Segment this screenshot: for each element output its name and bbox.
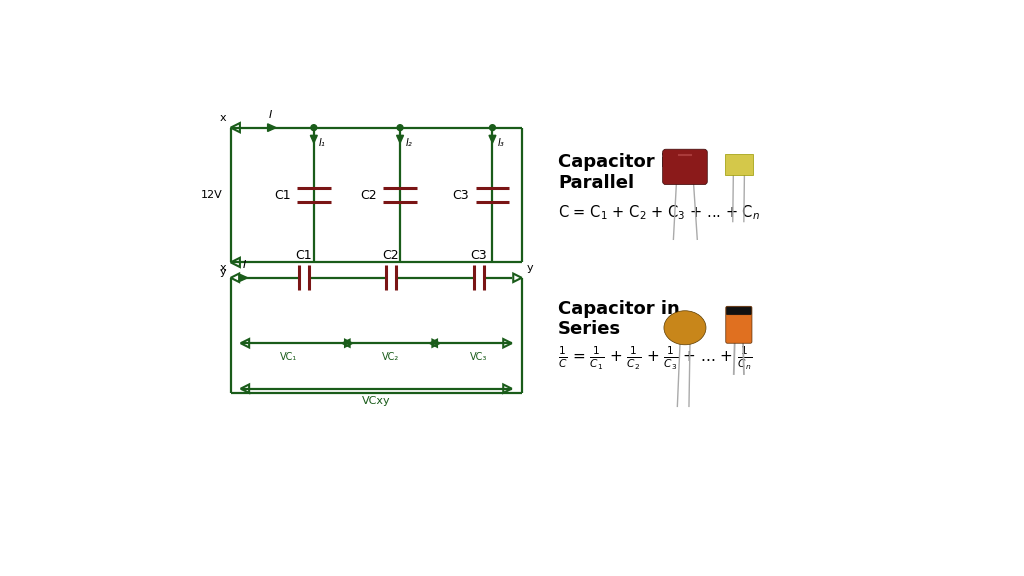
Text: x: x	[219, 113, 226, 123]
Polygon shape	[240, 274, 248, 281]
Circle shape	[489, 125, 496, 131]
Text: VC₃: VC₃	[470, 353, 486, 362]
FancyBboxPatch shape	[726, 306, 752, 343]
Text: I: I	[243, 260, 246, 270]
Text: C1: C1	[274, 188, 291, 202]
Text: C = C$_1$ + C$_2$ + C$_3$ + ... + C$_n$: C = C$_1$ + C$_2$ + C$_3$ + ... + C$_n$	[558, 203, 760, 222]
Text: y: y	[219, 267, 226, 277]
Text: I₃: I₃	[498, 138, 505, 148]
Text: C1: C1	[296, 249, 312, 263]
Text: 12V: 12V	[201, 190, 223, 200]
FancyBboxPatch shape	[725, 154, 753, 175]
Text: I: I	[269, 110, 272, 120]
Circle shape	[397, 125, 403, 131]
Polygon shape	[396, 135, 403, 143]
Text: Parallel: Parallel	[558, 174, 634, 192]
Text: C3: C3	[470, 249, 487, 263]
Text: Capacitor in: Capacitor in	[558, 300, 680, 317]
Text: VC₁: VC₁	[281, 353, 298, 362]
FancyBboxPatch shape	[727, 307, 752, 314]
Text: VCxy: VCxy	[361, 396, 390, 407]
Text: y: y	[526, 263, 532, 273]
Text: I₂: I₂	[406, 138, 413, 148]
Circle shape	[311, 125, 316, 131]
Polygon shape	[489, 135, 496, 143]
Text: I₁: I₁	[319, 138, 326, 148]
Text: C2: C2	[383, 249, 399, 263]
Text: x: x	[219, 263, 226, 273]
Text: $\frac{1}{C}$ = $\frac{1}{C_1}$ + $\frac{1}{C_2}$ + $\frac{1}{C_3}$ + ... + $\fr: $\frac{1}{C}$ = $\frac{1}{C_1}$ + $\frac…	[558, 345, 752, 372]
Text: Series: Series	[558, 320, 621, 338]
Text: C3: C3	[453, 188, 469, 202]
Ellipse shape	[664, 310, 706, 345]
Text: Capacitor in: Capacitor in	[558, 153, 680, 171]
Text: VC₂: VC₂	[382, 353, 399, 362]
Polygon shape	[310, 135, 317, 143]
Text: C2: C2	[360, 188, 377, 202]
FancyBboxPatch shape	[663, 149, 708, 185]
Polygon shape	[267, 124, 276, 131]
